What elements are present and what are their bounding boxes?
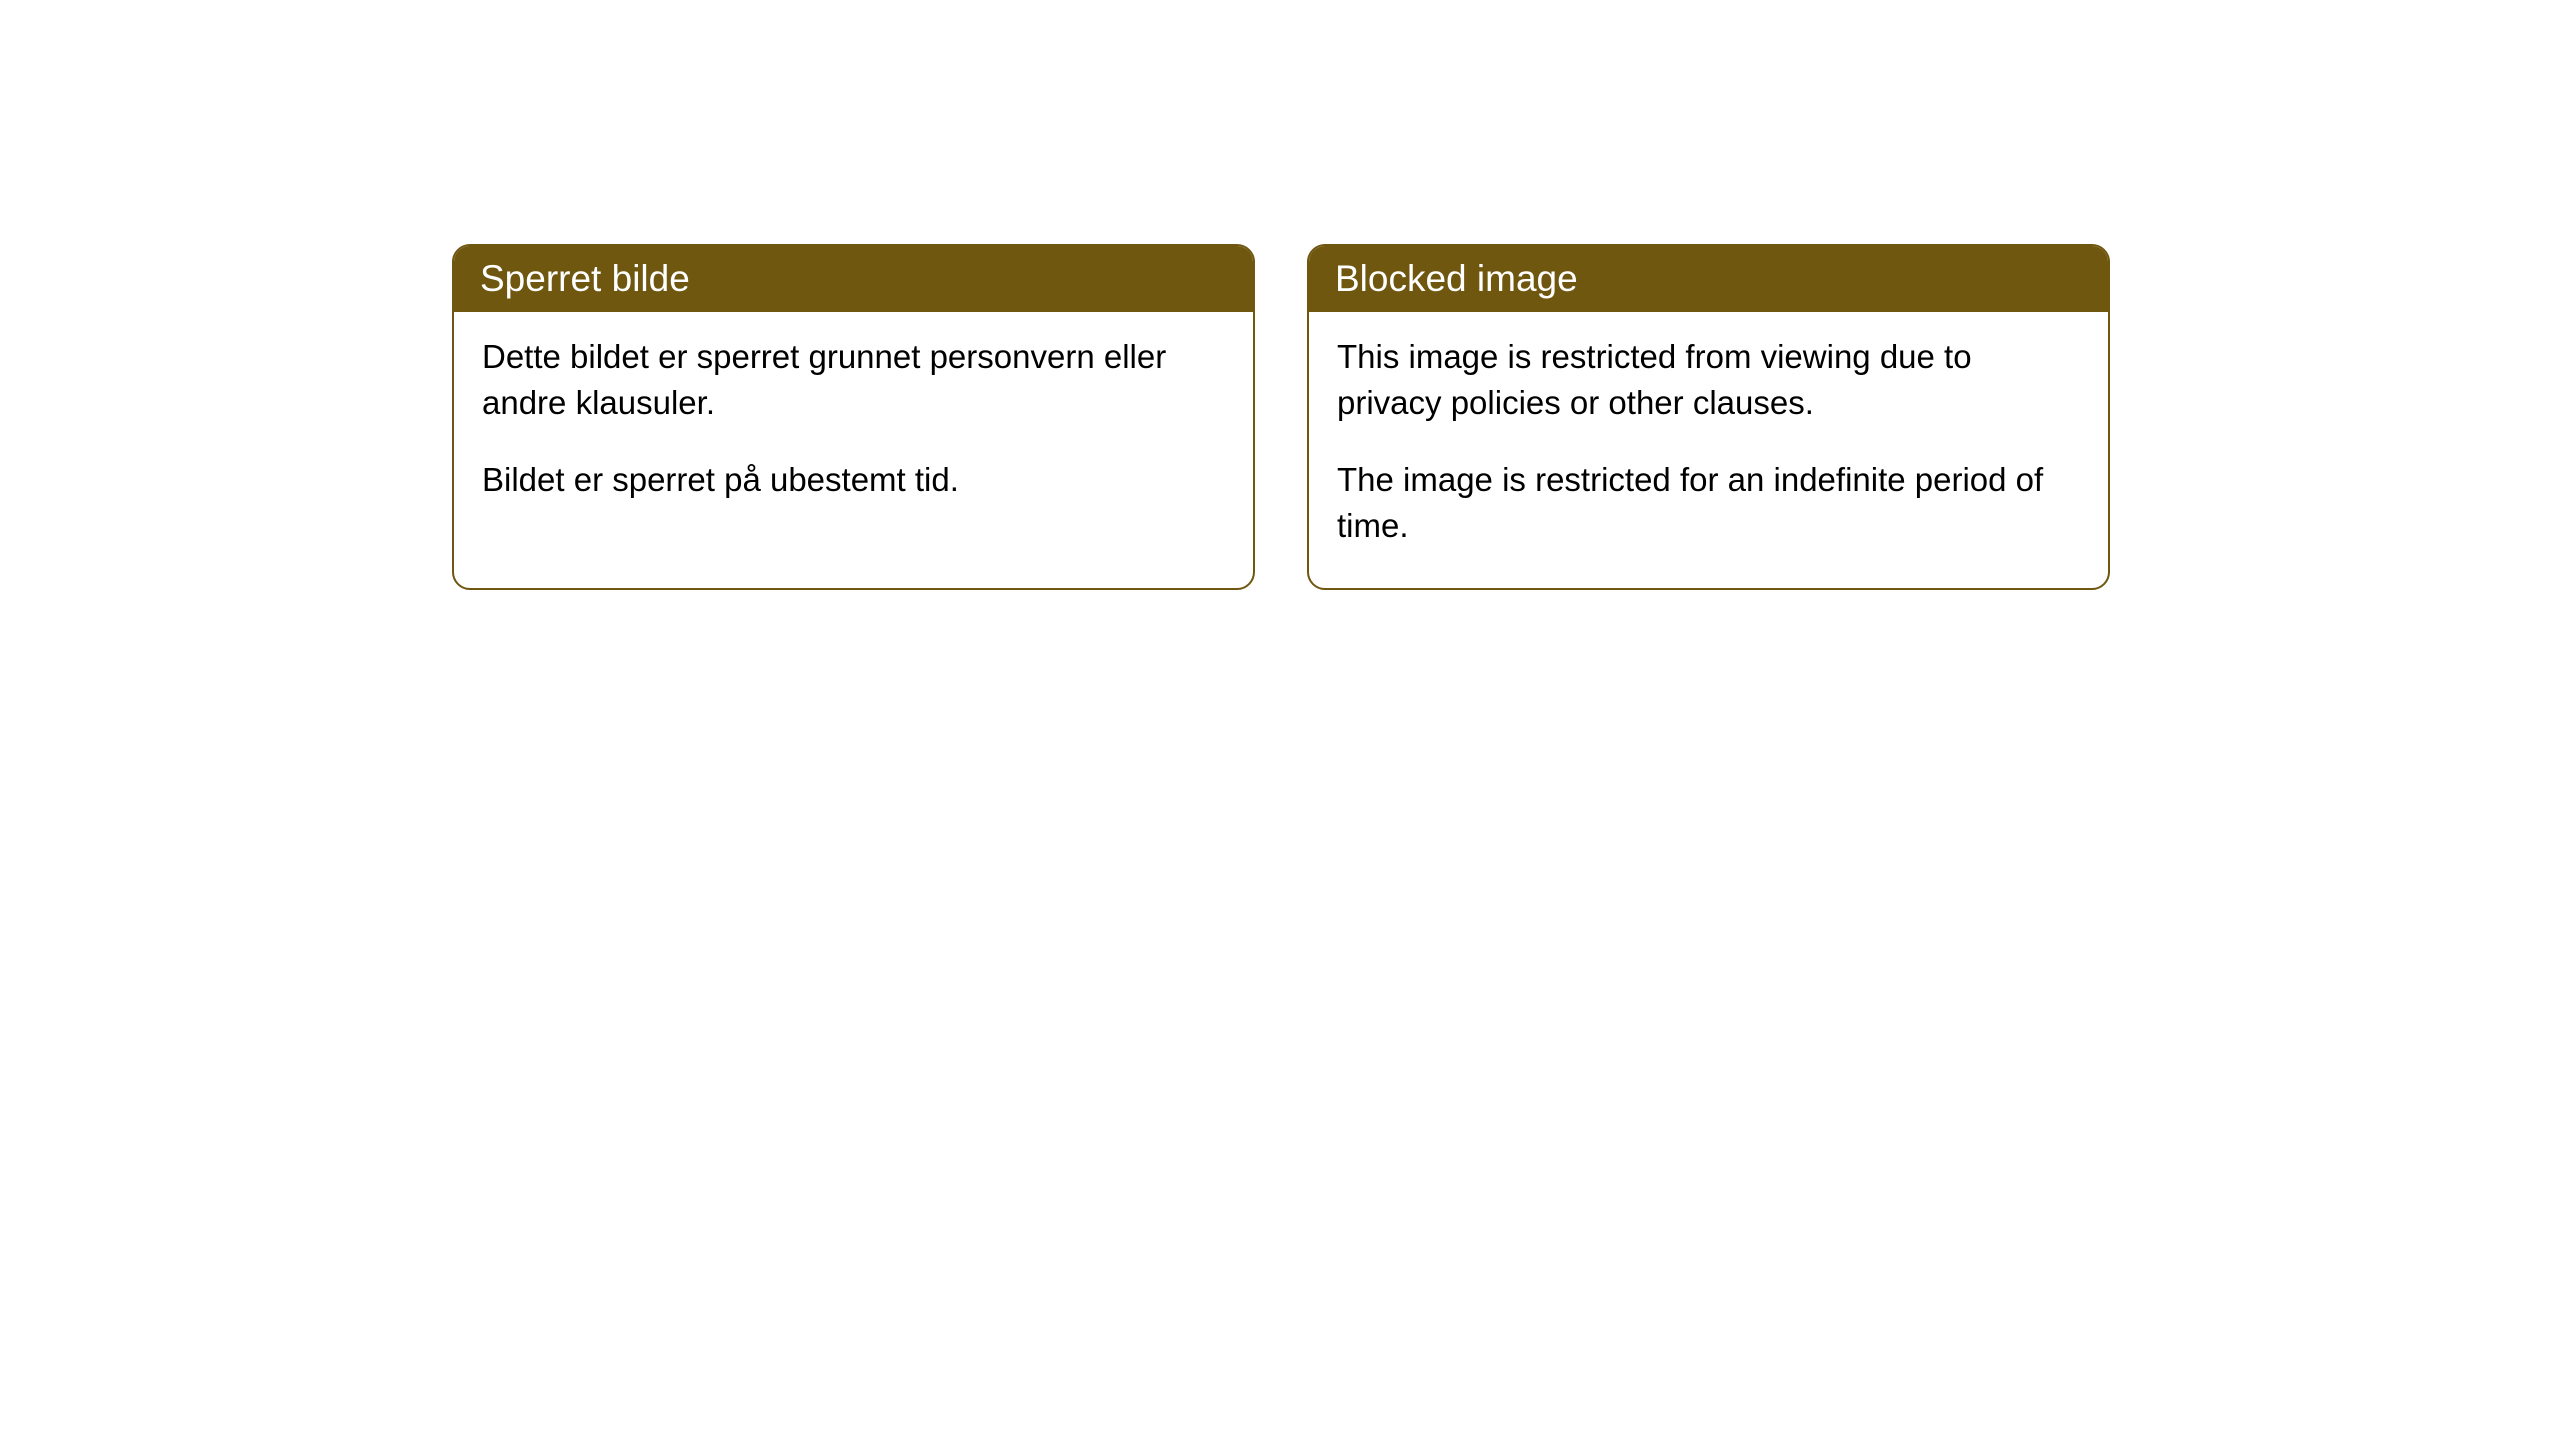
card-body-english: This image is restricted from viewing du… — [1309, 312, 2108, 588]
blocked-image-card-norwegian: Sperret bilde Dette bildet er sperret gr… — [452, 244, 1255, 590]
card-header-norwegian: Sperret bilde — [454, 246, 1253, 312]
notice-cards-container: Sperret bilde Dette bildet er sperret gr… — [0, 0, 2560, 590]
card-title: Blocked image — [1335, 258, 1578, 299]
card-paragraph-1: Dette bildet er sperret grunnet personve… — [482, 334, 1225, 425]
blocked-image-card-english: Blocked image This image is restricted f… — [1307, 244, 2110, 590]
card-paragraph-2: Bildet er sperret på ubestemt tid. — [482, 457, 1225, 503]
card-title: Sperret bilde — [480, 258, 690, 299]
card-body-norwegian: Dette bildet er sperret grunnet personve… — [454, 312, 1253, 543]
card-paragraph-2: The image is restricted for an indefinit… — [1337, 457, 2080, 548]
card-paragraph-1: This image is restricted from viewing du… — [1337, 334, 2080, 425]
card-header-english: Blocked image — [1309, 246, 2108, 312]
